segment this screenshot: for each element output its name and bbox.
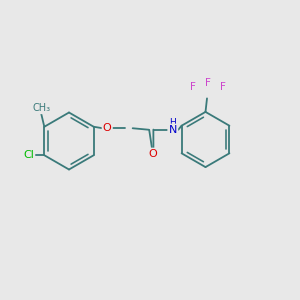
Text: F: F	[190, 82, 196, 92]
Text: CH₃: CH₃	[33, 103, 51, 113]
Text: Cl: Cl	[23, 150, 34, 160]
Text: O: O	[148, 149, 157, 159]
Text: F: F	[205, 78, 211, 88]
Text: O: O	[103, 123, 112, 133]
Text: N: N	[169, 125, 177, 135]
Text: F: F	[220, 82, 226, 92]
Text: H: H	[169, 118, 176, 127]
